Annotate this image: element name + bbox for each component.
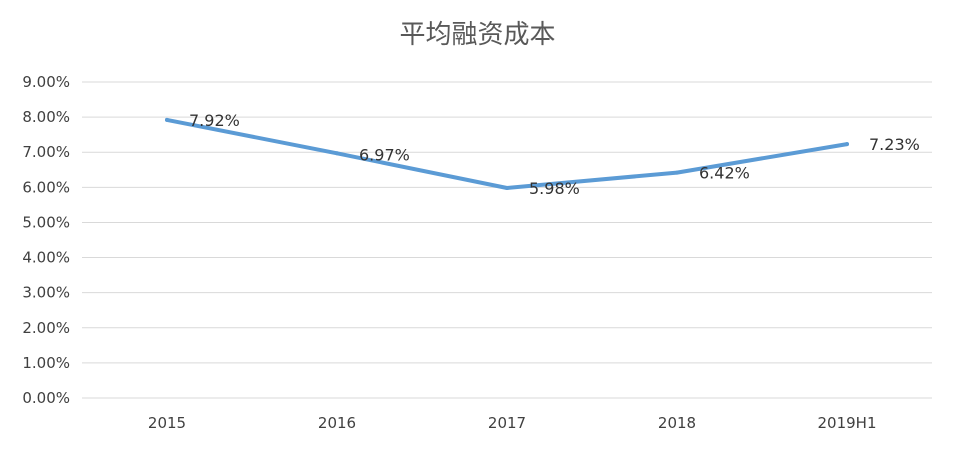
data-point	[165, 117, 169, 122]
data-label: 7.23%	[869, 135, 920, 154]
x-tick-label: 2016	[318, 414, 356, 432]
data-label: 5.98%	[529, 179, 580, 198]
x-tick-label: 2019H1	[818, 414, 877, 432]
y-tick-label: 4.00%	[22, 249, 70, 267]
chart-title: 平均融资成本	[399, 20, 556, 50]
data-label: 7.92%	[189, 111, 240, 130]
y-tick-label: 0.00%	[22, 389, 70, 407]
y-tick-label: 1.00%	[22, 354, 70, 372]
y-tick-label: 9.00%	[22, 73, 70, 91]
y-tick-label: 3.00%	[22, 284, 70, 302]
data-label: 6.97%	[359, 145, 410, 164]
y-tick-label: 6.00%	[22, 178, 70, 196]
data-point	[675, 170, 679, 175]
x-tick-label: 2015	[148, 414, 186, 432]
x-tick-label: 2018	[658, 414, 696, 432]
data-point	[505, 186, 509, 191]
y-tick-label: 8.00%	[22, 108, 70, 126]
y-tick-label: 7.00%	[22, 143, 70, 161]
y-tick-label: 2.00%	[22, 319, 70, 337]
data-point	[845, 142, 849, 147]
x-tick-label: 2017	[488, 414, 526, 432]
y-tick-label: 5.00%	[22, 213, 70, 231]
data-label: 6.42%	[699, 164, 750, 183]
data-point	[335, 151, 339, 156]
